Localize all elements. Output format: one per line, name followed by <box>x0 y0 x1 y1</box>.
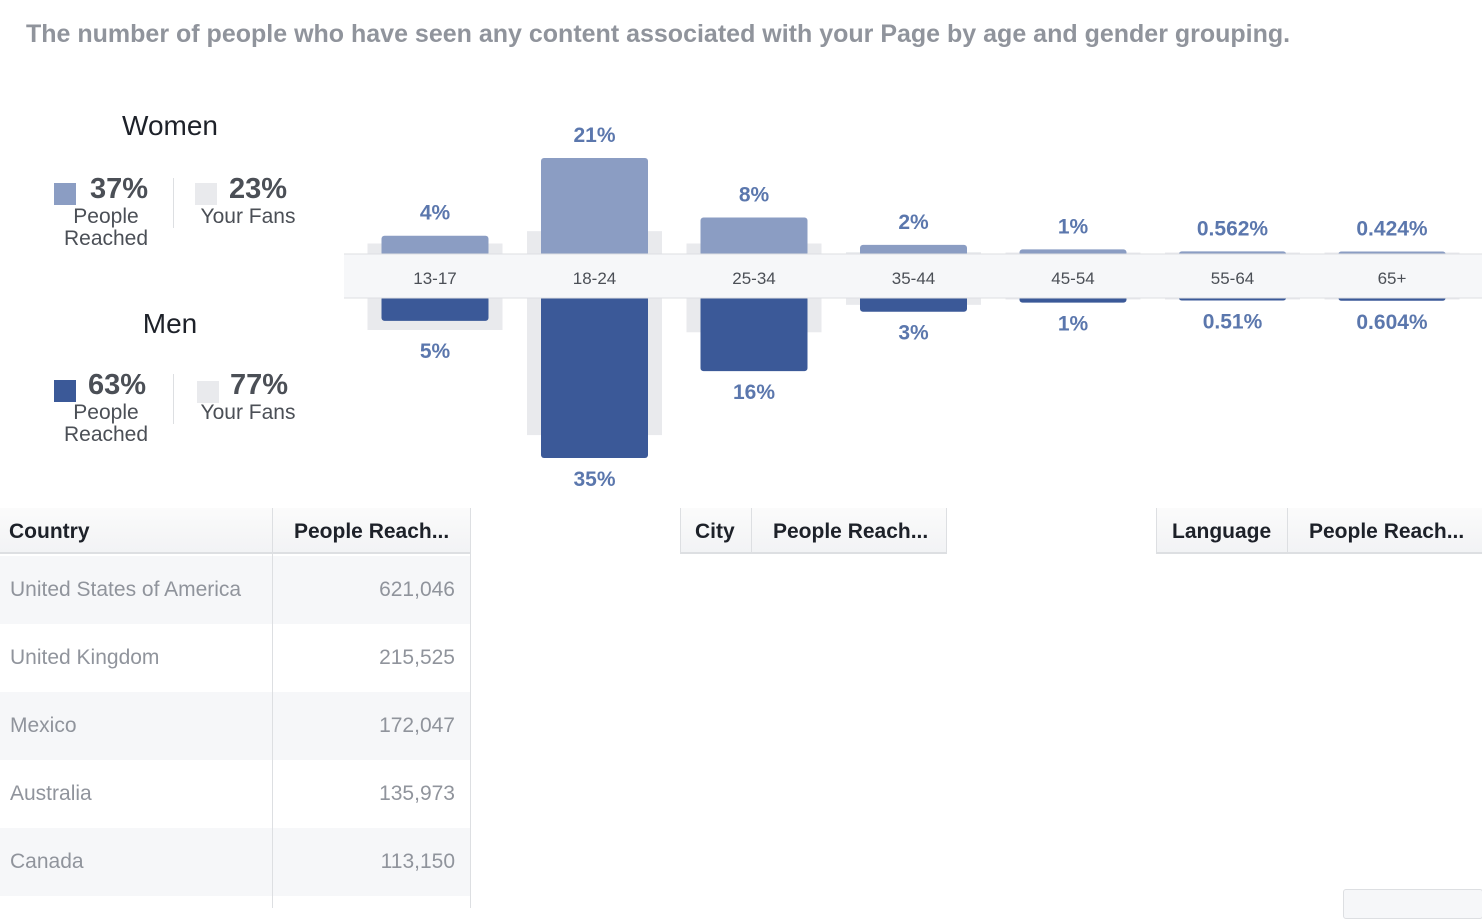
men-fans-swatch <box>197 381 219 403</box>
women-bar-label: 0.424% <box>1356 218 1428 241</box>
country-column-divider <box>272 508 273 908</box>
women-reached-swatch <box>54 183 76 205</box>
women-fans-pct: 23% <box>229 173 288 205</box>
men-reached-swatch <box>54 380 76 402</box>
age-tick-label: 55-64 <box>1211 269 1254 288</box>
country-people-reached-header[interactable]: People Reach... <box>273 508 471 554</box>
women-bar <box>860 244 967 256</box>
people-reached-value: 172,047 <box>379 714 455 737</box>
men-bar-label: 0.51% <box>1203 311 1263 334</box>
country-column-header[interactable]: Country <box>0 508 273 554</box>
men-bar <box>541 296 648 458</box>
men-legend-title: Men <box>142 308 198 339</box>
country-name: Canada <box>10 850 84 873</box>
women-bar <box>381 235 489 256</box>
men-bar-label: 35% <box>573 468 615 491</box>
women-reached-label-line2: Reached <box>63 227 149 250</box>
table-row[interactable]: United States of America 621,046 <box>0 556 471 624</box>
men-bar <box>700 296 808 372</box>
people-reached-value: 215,525 <box>379 646 455 669</box>
age-tick-label: 35-44 <box>892 269 935 288</box>
age-tick-label: 45-54 <box>1051 269 1094 288</box>
country-table-right-edge <box>470 508 471 908</box>
men-fans-label: Your Fans <box>200 401 296 424</box>
women-reached-pct: 37% <box>90 173 149 205</box>
people-reached-value: 113,150 <box>380 850 455 873</box>
women-legend-divider <box>173 178 174 228</box>
women-bar-label: 4% <box>420 202 451 225</box>
age-tick-label: 18-24 <box>573 269 616 288</box>
women-bar-label: 8% <box>739 183 770 206</box>
table-row[interactable]: Mexico 172,047 <box>0 692 471 760</box>
men-bar <box>381 296 489 321</box>
women-bar-label: 1% <box>1058 215 1089 238</box>
table-row[interactable]: United Kingdom 215,525 <box>0 624 471 692</box>
people-reached-value: 135,973 <box>379 782 455 805</box>
age-tick-label: 25-34 <box>732 269 775 288</box>
men-reached-label: People Reached <box>50 402 162 446</box>
women-bar-label: 21% <box>573 124 615 147</box>
language-people-reached-header[interactable]: People Reach... <box>1287 508 1482 554</box>
men-bar-label: 0.604% <box>1356 311 1428 334</box>
men-bar-label: 1% <box>1058 313 1089 336</box>
men-bar-label: 5% <box>420 340 451 363</box>
men-bar-label: 16% <box>733 381 775 404</box>
country-name: Australia <box>10 782 92 805</box>
men-bar-label: 3% <box>898 322 929 345</box>
women-bar-label: 2% <box>898 211 929 234</box>
age-tick-label: 13-17 <box>413 269 456 288</box>
men-reached-label-line2: Reached <box>63 423 149 446</box>
country-name: Mexico <box>10 714 77 737</box>
age-axis-band <box>344 254 1482 298</box>
chart-description: The number of people who have seen any c… <box>26 20 1291 48</box>
table-row[interactable]: Australia 135,973 <box>0 760 471 828</box>
men-reached-label-line1: People <box>73 401 139 424</box>
women-fans-swatch <box>195 183 217 205</box>
women-reached-label-line1: People <box>73 205 139 228</box>
women-bar <box>700 217 808 256</box>
country-name: United Kingdom <box>10 646 160 669</box>
women-legend-title: Women <box>122 110 218 141</box>
men-fans-pct: 77% <box>230 369 289 401</box>
women-bar-label: 0.562% <box>1197 217 1269 240</box>
city-column-header[interactable]: City <box>680 508 751 554</box>
table-row[interactable]: Canada 113,150 <box>0 828 471 896</box>
age-gender-bar-chart: 4% 5% 21% 35% 8% 16% 2% 3% 1% 1% 0.562% 0.51% 0.424%… <box>344 124 1482 491</box>
partial-button[interactable] <box>1343 889 1482 919</box>
men-legend-divider <box>173 374 174 424</box>
women-fans-label: Your Fans <box>200 205 296 228</box>
men-bar <box>860 296 967 312</box>
women-reached-label: People Reached <box>50 206 162 250</box>
language-column-header[interactable]: Language <box>1156 508 1287 554</box>
country-name: United States of America <box>10 578 242 601</box>
people-reached-value: 621,046 <box>379 578 455 601</box>
men-reached-pct: 63% <box>88 369 147 401</box>
city-people-reached-header[interactable]: People Reach... <box>751 508 947 554</box>
age-tick-label: 65+ <box>1378 269 1407 288</box>
women-bar <box>541 158 648 256</box>
